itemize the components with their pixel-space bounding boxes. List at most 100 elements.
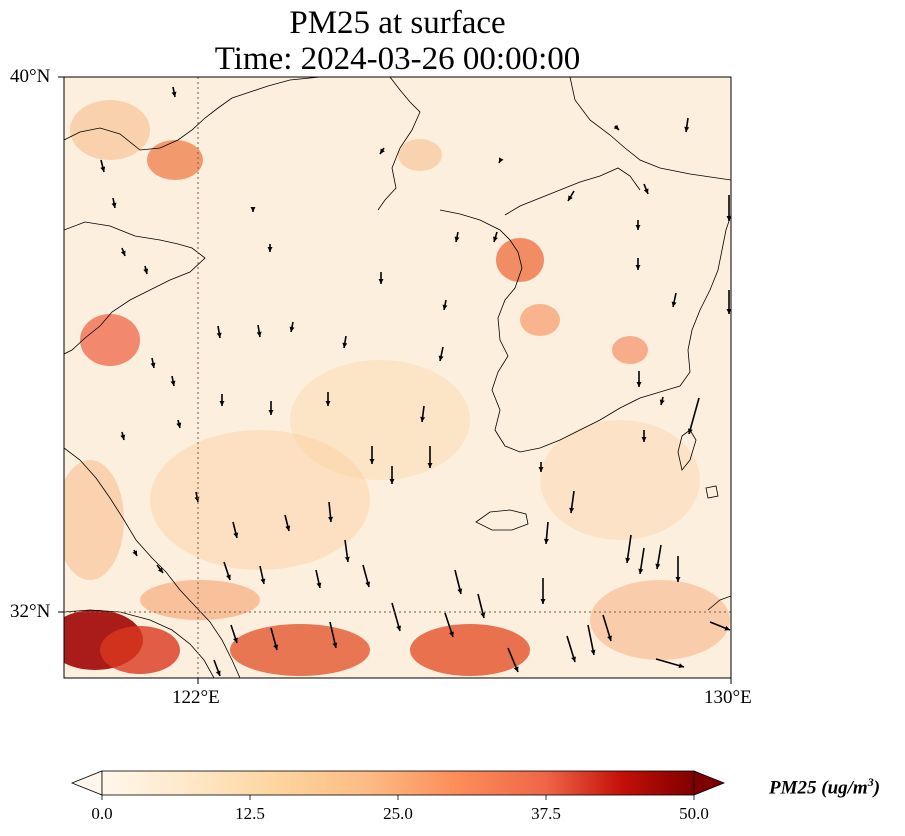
wind-arrowhead [513, 666, 519, 672]
wind-arrowhead [250, 207, 256, 212]
colorbar-tick-label: 37.5 [531, 804, 561, 823]
wind-arrowhead [457, 588, 463, 594]
colorbar-label: PM25 (ug/m3) [769, 775, 880, 799]
wind-arrowhead [635, 225, 641, 230]
wind-arrowhead [176, 422, 182, 428]
map-title: PM25 at surface [289, 5, 506, 41]
wind-arrowhead [267, 247, 273, 252]
wind-arrowhead [378, 279, 384, 284]
wind-arrowhead [219, 401, 225, 406]
pm25-hotspot [140, 580, 260, 620]
wind-arrowhead [120, 434, 126, 440]
wind-arrowhead [571, 656, 576, 662]
wind-arrowhead [590, 649, 596, 655]
pm25-hotspot [80, 314, 140, 366]
wind-arrowhead [671, 301, 677, 307]
wind-arrowhead [499, 157, 504, 163]
wind-arrowhead [316, 582, 322, 588]
wind-arrowhead [638, 568, 644, 574]
wind-arrowhead [120, 250, 126, 256]
wind-arrowhead [170, 380, 176, 386]
wind-arrowhead [659, 399, 665, 405]
wind-arrowhead [342, 342, 348, 348]
colorbar-tick-label: 0.0 [91, 804, 113, 823]
wind-arrowhead [273, 644, 279, 650]
wind-arrowhead [655, 563, 661, 569]
wind-arrowhead [454, 236, 460, 242]
wind-arrowhead [285, 525, 291, 531]
wind-arrowhead [260, 578, 266, 584]
wind-arrowhead [389, 479, 395, 484]
wind-arrow [587, 624, 595, 656]
wind-arrowhead [641, 437, 647, 442]
wind-arrowhead [607, 635, 612, 641]
colorbar-ticks [101, 795, 695, 800]
colorbar-gradient [101, 770, 695, 796]
wind-arrowhead [493, 236, 498, 242]
colorbar-label-exponent: 3 [867, 775, 874, 789]
wind-arrowhead [325, 401, 331, 406]
pm25-hotspot [398, 139, 442, 171]
wind-arrowhead [678, 663, 684, 669]
wind-arrowhead [543, 538, 549, 544]
wind-arrowhead [226, 574, 231, 580]
wind-arrowhead [442, 304, 448, 310]
pm25-hotspot [147, 140, 203, 180]
pm25-hotspots [64, 100, 730, 676]
pm25-hotspot [230, 624, 370, 676]
wind-arrowhead [427, 463, 433, 468]
wind-arrowhead [369, 459, 375, 464]
wind-arrowhead [344, 556, 350, 562]
wind-arrowhead [420, 416, 426, 422]
wind-arrowhead [328, 516, 333, 522]
wind-arrowhead [289, 326, 295, 332]
pm25-hotspot [410, 624, 530, 676]
wind-arrowhead [396, 625, 402, 631]
wind-arrowhead [613, 124, 619, 130]
wind-vectors [100, 86, 731, 677]
pm25-hotspot [290, 360, 470, 480]
pm25-hotspot [100, 626, 180, 674]
colorbar-tick-label: 12.5 [235, 804, 265, 823]
pm25-field [64, 77, 731, 678]
wind-arrowhead [132, 550, 137, 556]
wind-arrowhead [438, 355, 444, 361]
colorbar-label-close: ) [873, 777, 881, 799]
lat-label-40n: 40°N [10, 66, 51, 87]
wind-arrowhead [150, 362, 156, 368]
wind-arrow [688, 397, 700, 435]
wind-arrowhead [332, 642, 338, 648]
wind-arrowhead [365, 581, 371, 587]
wind-arrowhead [233, 532, 239, 538]
pm25-hotspot [520, 304, 560, 336]
wind-arrowhead [726, 216, 731, 221]
lon-label-130e: 130°E [704, 687, 752, 708]
wind-arrowhead [726, 309, 731, 314]
wind-arrowhead [540, 599, 546, 604]
wind-arrowhead [480, 612, 486, 618]
wind-arrowhead [724, 625, 730, 631]
wind-arrowhead [233, 637, 238, 643]
wind-arrowhead [568, 195, 573, 201]
wind-arrowhead [625, 557, 631, 563]
wind-arrowhead [216, 332, 222, 338]
wind-arrowhead [143, 268, 149, 274]
wind-arrowhead [635, 265, 641, 270]
pm25-hotspot [540, 420, 700, 540]
colorbar-extend-max [693, 770, 726, 796]
wind-arrowhead [215, 670, 221, 676]
colorbar-extend-min [70, 770, 103, 796]
wind-arrowhead [675, 577, 681, 582]
pm25-hotspot [150, 430, 370, 570]
wind-arrowhead [100, 166, 106, 172]
wind-arrowhead [111, 202, 117, 208]
wind-arrowhead [256, 331, 262, 337]
coastlines [64, 77, 731, 678]
wind-arrowhead [569, 507, 575, 513]
map-frame [63, 76, 732, 679]
pm25-hotspot [64, 460, 124, 580]
pm25-hotspot [70, 100, 150, 160]
lon-label-122e: 122°E [172, 687, 220, 708]
wind-arrowhead [687, 428, 693, 434]
